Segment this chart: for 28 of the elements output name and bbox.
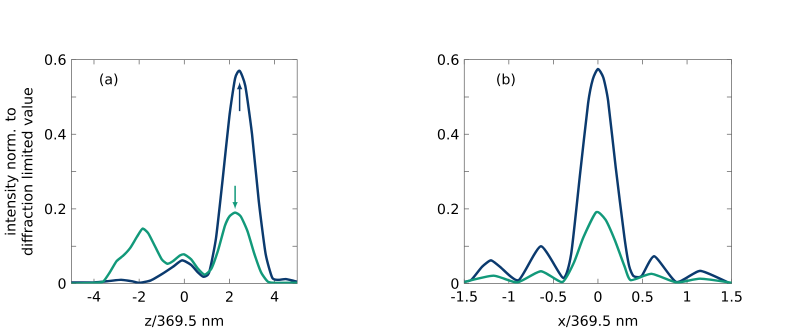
y-tick-label: 0	[451, 278, 458, 289]
x-tick-label: 1.5	[722, 291, 742, 302]
y-tick-label: 0.4	[438, 129, 459, 140]
x-tick-label: 2	[226, 291, 233, 302]
y-tick-label: 0.2	[44, 204, 66, 214]
x-tick-label: 1	[684, 291, 690, 302]
x-tick-label: 4	[270, 291, 278, 302]
x-tick-label: 0	[180, 291, 188, 302]
y-axis-title: intensity norm. to diffraction limited value	[4, 88, 33, 256]
annotation: (b)	[497, 74, 515, 86]
y-tick-label: 0.2	[438, 204, 458, 214]
x-tick-label: -0.5	[540, 291, 566, 302]
line-series	[71, 70, 298, 284]
x-axis-title: x/369.5 nm	[558, 315, 638, 328]
y-tick-label: 0.6	[438, 54, 458, 66]
line-series	[464, 210, 732, 284]
x-tick-label: -2	[132, 291, 145, 302]
x-tick-label: -1.5	[451, 291, 477, 302]
x-axis-title: z/369.5 nm	[145, 315, 223, 328]
x-tick-label: 0	[594, 291, 602, 302]
y-tick-label: 0	[58, 278, 66, 289]
y-tick-label: 0.4	[44, 129, 66, 140]
x-tick-label: 0.5	[632, 291, 652, 302]
annotation: (a)	[100, 74, 118, 86]
y-tick-label: 0.6	[44, 54, 66, 66]
x-tick-label: -1	[502, 291, 515, 302]
line-series	[71, 212, 298, 284]
x-tick-label: -4	[88, 291, 100, 302]
